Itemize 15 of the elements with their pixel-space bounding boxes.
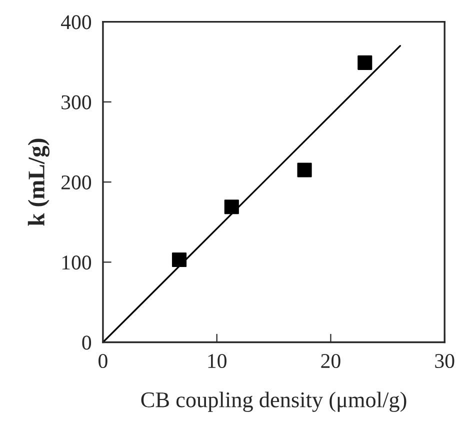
x-tick-label: 20: [321, 354, 340, 368]
y-tick-label: 400: [61, 15, 92, 30]
y-tick-label: 0: [82, 336, 92, 350]
y-tick-label: 100: [62, 256, 92, 270]
x-tick-label: 30: [435, 354, 454, 368]
x-tick-label: 0: [98, 354, 108, 368]
point: [358, 55, 372, 70]
x-tick-label: 10: [208, 354, 226, 368]
point: [297, 162, 312, 178]
y-tick-label: 200: [62, 175, 92, 190]
x-axis-title: CB coupling density (μmol/g): [141, 392, 406, 412]
y-axis-title: k (mL/g): [28, 138, 50, 226]
point: [224, 200, 239, 214]
y-tick-label: 300: [62, 95, 92, 110]
point: [172, 252, 187, 268]
